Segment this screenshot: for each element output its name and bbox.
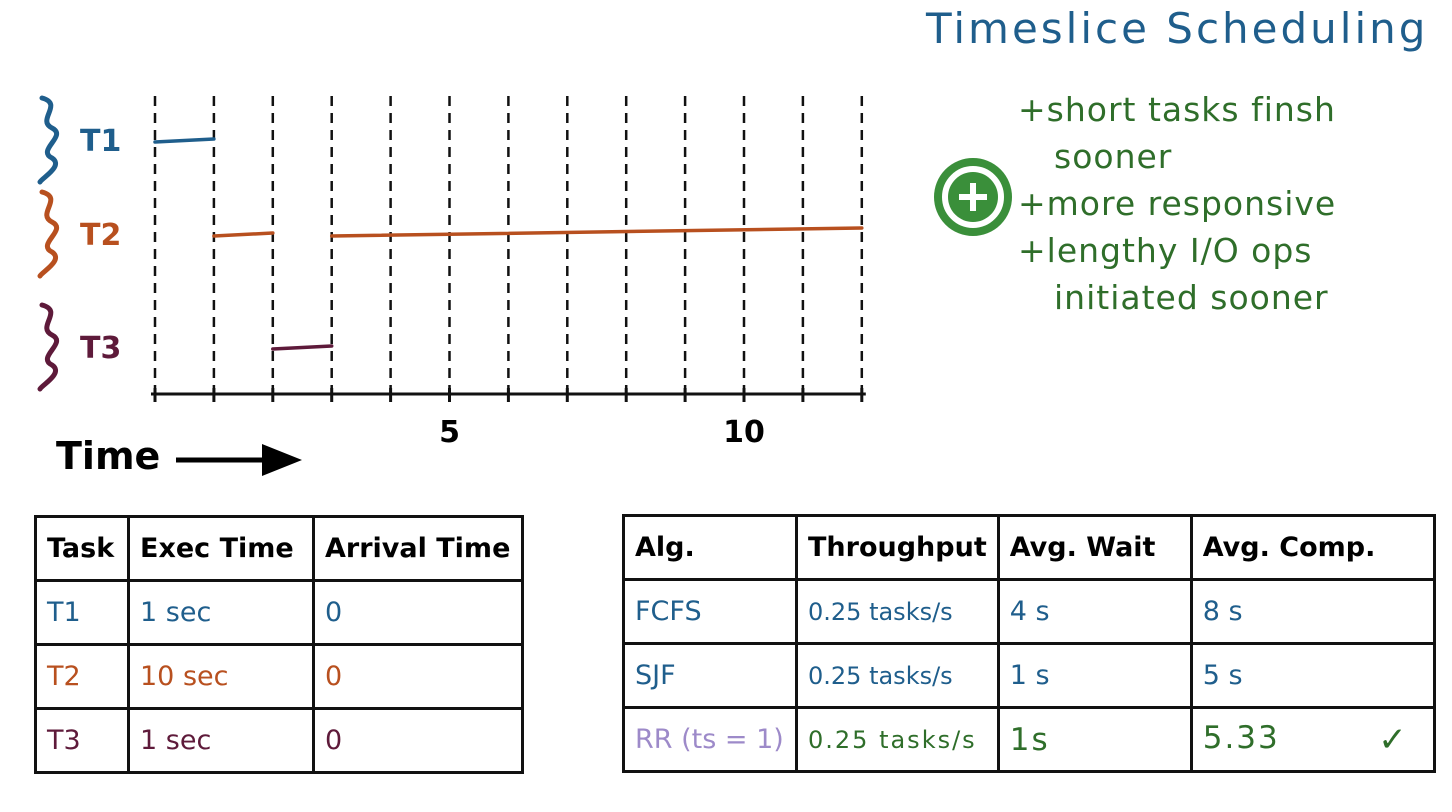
arrival-time: 0 [312,707,524,774]
tick-label: 5 [439,415,460,450]
time-axis-label: Time [56,434,160,478]
alg-name: SJF [622,642,798,709]
header-avg-wait: Avg. Wait [996,514,1193,581]
table-row: T2 10 sec 0 [34,643,524,710]
alg-name: RR (ts = 1) [622,706,798,773]
table-row: FCFS 0.25 tasks/s 4 s 8 s [622,578,1436,645]
avg-comp-cell: 5.33 ✓ [1189,706,1436,773]
table-row: T1 1 sec 0 [34,579,524,646]
avg-wait-value: 4 s [996,578,1193,645]
time-label-text: Time [56,434,161,478]
avg-comp-value: 8 s [1189,578,1436,645]
note-line: initiated sooner [1054,278,1329,317]
task-name: T1 [34,579,130,646]
page-title: Timeslice Scheduling [926,4,1429,53]
thread-squiggle-icon [37,302,60,392]
table-row: T3 1 sec 0 [34,707,524,774]
arrival-time: 0 [312,643,524,710]
exec-time: 1 sec [127,707,315,774]
avg-wait-value: 1s [996,706,1193,773]
avg-comp-value: 5 s [1189,642,1436,709]
arrival-time: 0 [312,579,524,646]
throughput-value: 0.25 tasks/s [795,642,1000,709]
execution-segment [212,231,275,238]
thread-squiggle-icon [37,95,60,185]
avg-comp-value: 5.33 [1202,719,1280,756]
header-throughput: Throughput [795,514,1000,581]
header-alg: Alg. [622,514,798,581]
note-line: +lengthy I/O ops [1018,231,1313,270]
plus-circle-icon [934,158,1012,236]
exec-time: 10 sec [127,643,315,710]
throughput-value: 0.25 tasks/s [795,578,1000,645]
alg-name: FCFS [622,578,798,645]
header-avg-comp: Avg. Comp. [1189,514,1436,581]
tick-label: 10 [723,415,765,450]
throughput-value: 0.25 tasks/s [795,706,1000,773]
table-row: RR (ts = 1) 0.25 tasks/s 1s 5.33 ✓ [622,706,1436,773]
task-name: T2 [34,643,130,710]
header-task: Task [34,515,130,582]
exec-time: 1 sec [127,579,315,646]
avg-wait-value: 1 s [996,642,1193,709]
task-row-label: T2 [80,218,121,253]
execution-segment [271,344,334,351]
note-line: +more responsive [1018,184,1337,223]
checkmark-icon: ✓ [1378,719,1409,760]
header-arrival-time: Arrival Time [312,515,524,582]
timeline-chart: 5 10 T1 T2 T3 [37,95,866,450]
task-name: T3 [34,707,130,774]
note-line: sooner [1054,137,1173,176]
arrow-right-icon [176,444,302,476]
task-row-label: T3 [80,331,121,366]
note-line: +short tasks finsh [1018,90,1336,129]
table-header-row: Alg. Throughput Avg. Wait Avg. Comp. [622,514,1436,581]
task-table: Task Exec Time Arrival Time T1 1 sec 0 T… [34,515,524,774]
table-header-row: Task Exec Time Arrival Time [34,515,524,582]
advantages-notes: +short tasks finsh sooner +more responsi… [1018,86,1336,321]
table-row: SJF 0.25 tasks/s 1 s 5 s [622,642,1436,709]
header-exec-time: Exec Time [127,515,315,582]
task-row-label: T1 [80,124,121,159]
thread-squiggle-icon [37,189,60,279]
execution-segment [329,226,864,238]
algorithm-metrics-table: Alg. Throughput Avg. Wait Avg. Comp. FCF… [622,514,1436,773]
execution-segment [153,137,216,144]
